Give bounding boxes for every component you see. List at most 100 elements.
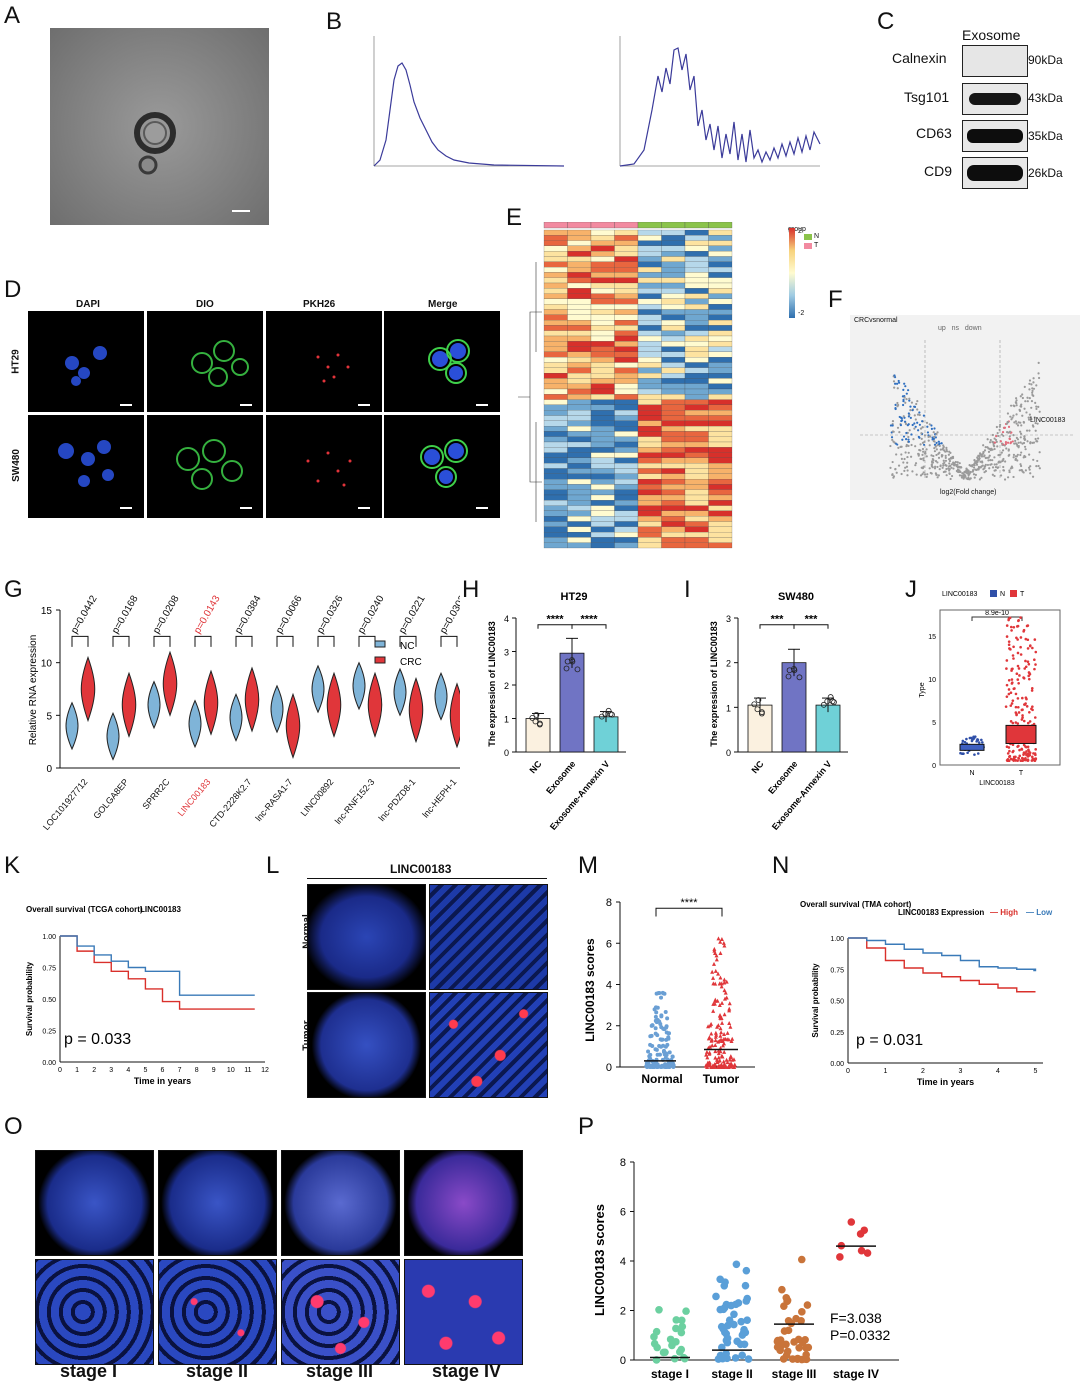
h-datapoint	[536, 721, 543, 728]
heatmap-cell	[567, 489, 592, 496]
volcano-point	[921, 473, 924, 476]
volcano-point	[1037, 437, 1040, 440]
j-point-t	[1019, 645, 1022, 649]
m-point-normal	[646, 1049, 651, 1054]
h-datapoint	[533, 711, 540, 718]
heatmap-cell	[684, 351, 709, 358]
volcano-point	[977, 454, 980, 457]
volcano-title: CRCvsnormal	[854, 317, 898, 324]
m-point-normal	[648, 1064, 653, 1069]
m-point-normal	[653, 1026, 658, 1031]
heatmap-cell	[567, 325, 592, 331]
panel-label-d: D	[4, 276, 22, 303]
heatmap-cell	[684, 298, 709, 305]
volcano-point	[1003, 478, 1007, 481]
heatmap-cell	[614, 494, 639, 501]
volcano-point	[1019, 436, 1022, 439]
panel-label-a: A	[4, 2, 21, 29]
heatmap-cell	[637, 378, 662, 384]
heatmap-cell	[590, 494, 615, 501]
heatmap-cell	[543, 351, 568, 358]
j-point-t	[1020, 747, 1024, 751]
g-violin-nc	[393, 667, 407, 717]
heatmap-cell	[708, 532, 733, 538]
heatmap-cell	[661, 282, 686, 289]
j-point-t	[1024, 665, 1028, 669]
volcano-point	[1017, 421, 1020, 424]
j-point-t	[1032, 722, 1036, 726]
panel-label-n: N	[772, 852, 790, 879]
m-point-tumor	[727, 1057, 732, 1062]
volcano-point	[1021, 393, 1024, 396]
n-legend-high: — High	[990, 908, 1018, 917]
p-ytick-label: 2	[620, 1306, 626, 1318]
volcano-point	[947, 465, 951, 468]
volcano-point	[897, 381, 901, 384]
j-point-t	[1028, 720, 1032, 723]
n-xtick-label: 4	[996, 1068, 1000, 1075]
volcano-point	[950, 474, 954, 478]
heatmap-cell	[708, 473, 733, 480]
heatmap-legend-t-swatch	[804, 243, 812, 249]
p-point	[720, 1281, 729, 1290]
volcano-point	[958, 470, 961, 473]
j-point-t	[1005, 695, 1009, 698]
m-point-normal	[671, 1064, 676, 1069]
heatmap-cell	[614, 351, 639, 358]
volcano-point	[907, 438, 910, 441]
volcano-point	[920, 432, 923, 435]
p-point	[668, 1341, 676, 1350]
heatmap-cell	[614, 229, 639, 236]
g-pvalue: p=0.0066	[274, 593, 305, 635]
nta-plots	[373, 36, 821, 167]
p-point	[718, 1343, 726, 1352]
volcano-point	[1017, 441, 1020, 444]
m-point-normal	[666, 1036, 671, 1041]
heatmap-cell	[684, 229, 709, 236]
p-point	[670, 1354, 679, 1363]
g-sig-bracket	[153, 635, 171, 647]
volcano-point	[987, 450, 991, 453]
p-point	[802, 1344, 810, 1352]
volcano-point	[994, 465, 998, 469]
heatmap-cell	[543, 362, 568, 368]
volcano-point	[991, 466, 995, 469]
j-frame	[939, 609, 1061, 766]
heatmap-cell	[543, 479, 568, 485]
m-sig: ****	[680, 897, 698, 909]
g-violin-crc	[203, 669, 219, 736]
heatmap-cell	[637, 516, 662, 522]
volcano-point	[1019, 395, 1022, 398]
n-legend-low: — Low	[1026, 908, 1053, 917]
heatmap-cell	[543, 330, 568, 337]
volcano-point	[905, 445, 908, 448]
heatmap-cell	[614, 314, 639, 321]
m-point-normal	[667, 1050, 672, 1055]
volcano-point	[900, 445, 903, 448]
fluorescence-images	[28, 311, 500, 518]
j-point-t	[1022, 751, 1026, 755]
j-point-n	[961, 739, 965, 743]
p-ytick-label: 6	[620, 1207, 626, 1219]
volcano-point	[913, 405, 917, 408]
m-point-tumor	[718, 939, 723, 944]
volcano-point	[1012, 434, 1015, 437]
volcano-point	[909, 416, 912, 419]
volcano-point	[931, 438, 934, 441]
heatmap-cell	[614, 362, 639, 368]
volcano-point	[966, 470, 969, 473]
heatmap-cell	[567, 373, 592, 379]
heatmap-cell	[590, 325, 615, 331]
volcano-point	[900, 472, 903, 476]
m-point-tumor	[711, 1008, 716, 1013]
volcano-point	[914, 425, 917, 428]
j-point-t	[1017, 619, 1020, 623]
heatmap-cell	[590, 346, 615, 352]
wb-band-cd9	[962, 157, 1028, 189]
m-point-normal	[659, 1013, 664, 1018]
j-point-t	[1016, 678, 1020, 681]
m-point-tumor	[713, 1038, 718, 1043]
heatmap-cell	[708, 346, 733, 352]
j-point-n	[963, 740, 967, 744]
heatmap-cell	[637, 521, 662, 527]
